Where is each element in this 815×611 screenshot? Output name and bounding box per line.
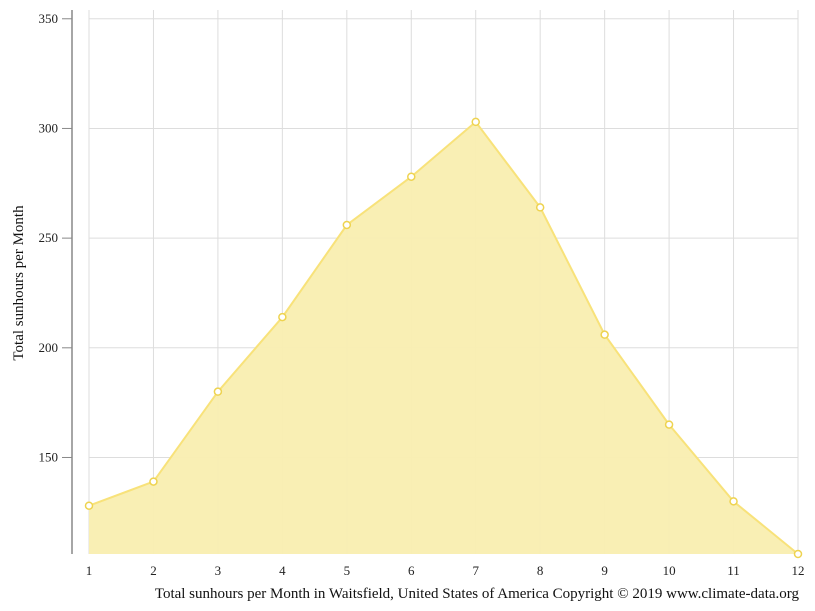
- x-tick-label-7: 7: [472, 563, 479, 578]
- data-point-7: [471, 117, 480, 127]
- data-point-5: [342, 220, 352, 230]
- x-tick-label-2: 2: [150, 563, 157, 578]
- data-point-6: [407, 172, 416, 181]
- data-point-2: [149, 477, 158, 486]
- y-axis-title: Total sunhours per Month: [11, 205, 27, 361]
- sunhours-line: [88, 120, 799, 555]
- x-axis-ticks: 1 2 3 4 5 6 7 8 9 10 11 12: [86, 563, 805, 578]
- data-point-1: [84, 501, 94, 510]
- sunhours-area: [89, 121, 798, 555]
- x-tick-label-10: 10: [663, 563, 676, 578]
- x-tick-label-12: 12: [792, 563, 805, 578]
- x-tick-label-1: 1: [86, 563, 93, 578]
- data-point-11: [729, 497, 738, 506]
- y-axis-ticks: 150 200 250 300 350: [39, 11, 72, 464]
- data-points: [84, 117, 803, 559]
- x-tick-label-6: 6: [408, 563, 415, 578]
- y-tick-label-150: 150: [39, 449, 59, 464]
- x-tick-label-11: 11: [727, 563, 740, 578]
- data-point-4: [278, 312, 287, 322]
- x-tick-label-8: 8: [537, 563, 544, 578]
- x-tick-label-5: 5: [344, 563, 351, 578]
- y-tick-label-300: 300: [39, 120, 59, 135]
- data-point-10: [664, 420, 674, 429]
- data-point-9: [600, 330, 609, 339]
- chart-caption: Total sunhours per Month in Waitsfield, …: [155, 586, 800, 602]
- x-tick-label-4: 4: [279, 563, 286, 578]
- data-point-8: [535, 203, 545, 212]
- y-tick-label-350: 350: [39, 11, 59, 26]
- x-tick-label-9: 9: [601, 563, 608, 578]
- y-tick-label-200: 200: [39, 340, 59, 355]
- y-tick-label-250: 250: [39, 230, 59, 245]
- data-point-3: [213, 387, 223, 396]
- data-point-12: [793, 549, 803, 559]
- x-tick-label-3: 3: [215, 563, 222, 578]
